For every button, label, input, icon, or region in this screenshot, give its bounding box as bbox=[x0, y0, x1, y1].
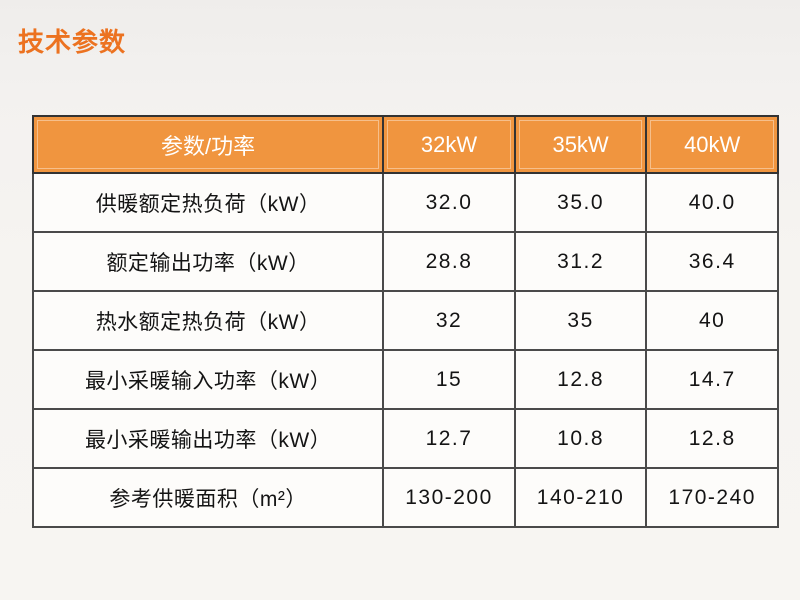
table-row: 最小采暖输入功率（kW） 15 12.8 14.7 bbox=[31, 349, 779, 410]
cell-value: 40.0 bbox=[645, 172, 779, 233]
cell-value: 12.7 bbox=[382, 408, 516, 469]
header-35kw: 35kW bbox=[513, 115, 648, 174]
header-40kw: 40kW bbox=[645, 115, 779, 174]
cell-value: 130-200 bbox=[382, 467, 516, 528]
table-row: 供暖额定热负荷（kW） 32.0 35.0 40.0 bbox=[31, 172, 779, 233]
cell-value: 12.8 bbox=[645, 408, 779, 469]
cell-value: 140-210 bbox=[513, 467, 648, 528]
cell-value: 170-240 bbox=[645, 467, 779, 528]
cell-value: 31.2 bbox=[513, 231, 648, 292]
page-title: 技术参数 bbox=[18, 27, 127, 57]
cell-value: 14.7 bbox=[645, 349, 779, 410]
table-row: 参考供暖面积（m²） 130-200 140-210 170-240 bbox=[31, 467, 779, 528]
spec-table-body: 供暖额定热负荷（kW） 32.0 35.0 40.0 额定输出功率（kW） 28… bbox=[31, 172, 779, 528]
row-label-reference-heating-area: 参考供暖面积（m²） bbox=[31, 467, 385, 528]
header-32kw: 32kW bbox=[382, 115, 516, 174]
cell-value: 28.8 bbox=[382, 231, 516, 292]
cell-value: 10.8 bbox=[513, 408, 648, 469]
table-row: 额定输出功率（kW） 28.8 31.2 36.4 bbox=[31, 231, 779, 292]
spec-table-header: 参数/功率 32kW 35kW 40kW bbox=[31, 115, 779, 174]
row-label-hot-water-rated-heat-load: 热水额定热负荷（kW） bbox=[31, 290, 385, 351]
cell-value: 36.4 bbox=[645, 231, 779, 292]
cell-value: 35 bbox=[513, 290, 648, 351]
cell-value: 32 bbox=[382, 290, 516, 351]
row-label-min-heating-input-power: 最小采暖输入功率（kW） bbox=[31, 349, 385, 410]
cell-value: 32.0 bbox=[382, 172, 516, 233]
cell-value: 15 bbox=[382, 349, 516, 410]
cell-value: 12.8 bbox=[513, 349, 648, 410]
table-row: 最小采暖输出功率（kW） 12.7 10.8 12.8 bbox=[31, 408, 779, 469]
row-label-heating-rated-heat-load: 供暖额定热负荷（kW） bbox=[31, 172, 385, 233]
table-row: 热水额定热负荷（kW） 32 35 40 bbox=[31, 290, 779, 351]
header-parameter-power: 参数/功率 bbox=[31, 115, 385, 174]
row-label-rated-output-power: 额定输出功率（kW） bbox=[31, 231, 385, 292]
row-label-min-heating-output-power: 最小采暖输出功率（kW） bbox=[31, 408, 385, 469]
cell-value: 40 bbox=[645, 290, 779, 351]
cell-value: 35.0 bbox=[513, 172, 648, 233]
spec-table: 参数/功率 32kW 35kW 40kW 供暖额定热负荷（kW） 32.0 35… bbox=[31, 115, 779, 528]
table-header-row: 参数/功率 32kW 35kW 40kW bbox=[31, 115, 779, 174]
